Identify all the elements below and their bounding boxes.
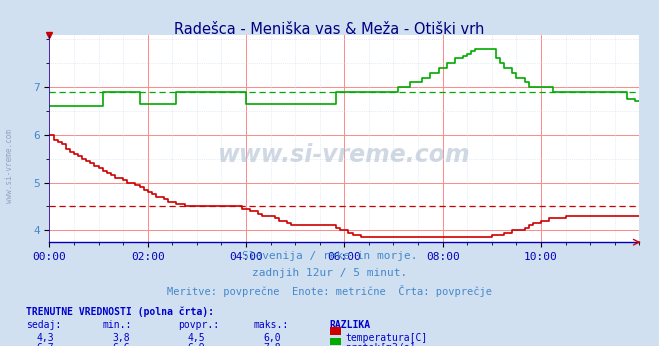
Text: povpr.:: povpr.: (178, 320, 219, 330)
Text: 7,8: 7,8 (264, 343, 281, 346)
Text: sedaj:: sedaj: (26, 320, 61, 330)
Text: 6,9: 6,9 (188, 343, 206, 346)
Text: www.si-vreme.com: www.si-vreme.com (5, 129, 14, 203)
Text: zadnjih 12ur / 5 minut.: zadnjih 12ur / 5 minut. (252, 268, 407, 278)
Text: 3,8: 3,8 (112, 333, 130, 343)
Text: 6,0: 6,0 (264, 333, 281, 343)
Text: 4,3: 4,3 (36, 333, 54, 343)
Text: maks.:: maks.: (254, 320, 289, 330)
Text: 4,5: 4,5 (188, 333, 206, 343)
Text: Radešca - Meniška vas & Meža - Otiški vrh: Radešca - Meniška vas & Meža - Otiški vr… (175, 22, 484, 37)
Text: Slovenija / reke in morje.: Slovenija / reke in morje. (242, 251, 417, 261)
Text: 6,6: 6,6 (112, 343, 130, 346)
Text: www.si-vreme.com: www.si-vreme.com (218, 143, 471, 167)
Text: temperatura[C]: temperatura[C] (345, 333, 428, 343)
Text: pretok[m3/s]: pretok[m3/s] (345, 343, 416, 346)
Text: 6,7: 6,7 (36, 343, 54, 346)
Text: RAZLIKA: RAZLIKA (330, 320, 370, 330)
Text: min.:: min.: (102, 320, 132, 330)
Text: Meritve: povprečne  Enote: metrične  Črta: povprečje: Meritve: povprečne Enote: metrične Črta:… (167, 285, 492, 298)
Text: TRENUTNE VREDNOSTI (polna črta):: TRENUTNE VREDNOSTI (polna črta): (26, 306, 214, 317)
